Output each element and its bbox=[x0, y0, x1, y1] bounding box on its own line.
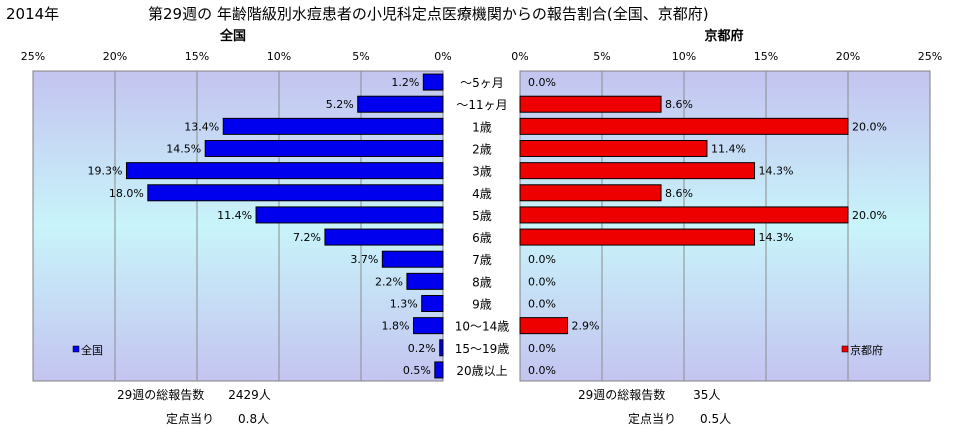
year-label: 2014年 bbox=[6, 5, 60, 23]
kyoto-bar bbox=[519, 317, 569, 335]
national-bar bbox=[147, 184, 444, 202]
kyoto-tick-label: 0% bbox=[511, 50, 528, 63]
category-label: 9歳 bbox=[472, 298, 492, 312]
national-plot-area bbox=[32, 70, 444, 382]
kyoto-data-label: 0.0% bbox=[528, 298, 556, 311]
kyoto-legend-swatch bbox=[841, 345, 849, 353]
kyoto-panel-title: 京都府 bbox=[704, 28, 743, 44]
category-label: 2歳 bbox=[472, 143, 492, 157]
category-label: 3歳 bbox=[472, 165, 492, 179]
national-bar bbox=[357, 95, 444, 113]
national-bar bbox=[434, 361, 444, 379]
category-label: 20歳以上 bbox=[456, 364, 507, 378]
national-bar bbox=[125, 162, 444, 180]
kyoto-bar bbox=[519, 228, 756, 246]
kyoto-data-label: 0.0% bbox=[528, 76, 556, 89]
national-bar bbox=[422, 73, 444, 91]
national-data-label: 0.2% bbox=[408, 342, 436, 355]
national-tick-label: 25% bbox=[21, 50, 45, 63]
kyoto-bar bbox=[519, 95, 662, 113]
national-panel-title: 全国 bbox=[219, 28, 246, 44]
kyoto-bar bbox=[519, 162, 756, 180]
kyoto-tick-label: 25% bbox=[918, 50, 942, 63]
national-bar bbox=[381, 250, 444, 268]
national-data-label: 5.2% bbox=[326, 98, 354, 111]
kyoto-bar bbox=[519, 140, 708, 157]
national-data-label: 11.4% bbox=[217, 209, 252, 222]
category-label: 1歳 bbox=[472, 120, 492, 134]
kyoto-data-label: 11.4% bbox=[711, 143, 746, 156]
kyoto-tick-label: 15% bbox=[754, 50, 778, 63]
kyoto-data-label: 0.0% bbox=[528, 253, 556, 266]
category-labels: ～5ヶ月 ～11ヶ月 1歳 2歳 3歳 4歳 5歳 6歳 7歳 8歳 9歳 10～14歳 15～19歳 2… bbox=[455, 76, 510, 378]
category-label: 10～14歳 bbox=[455, 320, 510, 334]
chart-title: 第29週の 年齢階級別水痘患者の小児科定点医療機関からの報告割合(全国、京都府) bbox=[148, 5, 709, 23]
kyoto-data-label: 8.6% bbox=[665, 98, 693, 111]
national-data-label: 1.8% bbox=[382, 320, 410, 333]
kyoto-plot-area bbox=[519, 70, 931, 382]
category-label: 7歳 bbox=[472, 253, 492, 267]
national-tick-label: 0% bbox=[434, 50, 451, 63]
national-data-label: 14.5% bbox=[166, 143, 201, 156]
national-bar bbox=[255, 206, 444, 224]
national-bar bbox=[412, 317, 444, 335]
national-total-text: 29週の総報告数 2429人 bbox=[117, 388, 271, 402]
category-label: ～11ヶ月 bbox=[456, 98, 507, 112]
kyoto-bar bbox=[519, 206, 849, 224]
kyoto-per-site-text: 定点当り 0.5人 bbox=[628, 412, 732, 426]
kyoto-data-label: 0.0% bbox=[528, 275, 556, 288]
national-data-label: 0.5% bbox=[403, 364, 431, 377]
kyoto-tick-label: 10% bbox=[672, 50, 696, 63]
category-label: 4歳 bbox=[472, 187, 492, 201]
category-label: 5歳 bbox=[472, 209, 492, 223]
national-data-label: 3.7% bbox=[350, 253, 378, 266]
national-bar bbox=[204, 140, 444, 157]
kyoto-data-label: 14.3% bbox=[759, 165, 794, 178]
category-label: 8歳 bbox=[472, 275, 492, 289]
national-bar bbox=[406, 272, 444, 290]
kyoto-tick-label: 20% bbox=[836, 50, 860, 63]
national-tick-label: 20% bbox=[103, 50, 127, 63]
national-data-label: 18.0% bbox=[109, 187, 144, 200]
national-bar bbox=[439, 339, 444, 357]
kyoto-tick-label: 5% bbox=[593, 50, 610, 63]
kyoto-panel: 0% 5% 10% 15% 20% 25% 京都府 0.0% 8.6% 20.0% 11.4% 14.… bbox=[511, 28, 942, 382]
national-data-label: 1.3% bbox=[390, 298, 418, 311]
kyoto-data-label: 0.0% bbox=[528, 342, 556, 355]
national-tick-label: 15% bbox=[185, 50, 209, 63]
kyoto-data-label: 0.0% bbox=[528, 364, 556, 377]
kyoto-data-label: 20.0% bbox=[852, 209, 887, 222]
national-tick-label: 10% bbox=[267, 50, 291, 63]
category-label: 15～19歳 bbox=[455, 342, 510, 356]
national-panel: 25% 20% 15% 10% 5% 0% 全国 1.2% 5.2% 13.4% 14.5% 19.3… bbox=[21, 28, 452, 382]
national-legend-swatch bbox=[72, 345, 80, 353]
national-tick-label: 5% bbox=[352, 50, 369, 63]
kyoto-data-label: 8.6% bbox=[665, 187, 693, 200]
national-bar bbox=[324, 228, 444, 246]
kyoto-legend-label: 京都府 bbox=[850, 343, 883, 357]
kyoto-data-label: 14.3% bbox=[759, 231, 794, 244]
kyoto-total-text: 29週の総報告数 35人 bbox=[578, 388, 721, 402]
national-data-label: 19.3% bbox=[88, 165, 123, 178]
kyoto-bar bbox=[519, 117, 849, 135]
category-label: ～5ヶ月 bbox=[460, 76, 504, 90]
national-data-label: 1.2% bbox=[391, 76, 419, 89]
kyoto-data-label: 20.0% bbox=[852, 120, 887, 133]
national-per-site-text: 定点当り 0.8人 bbox=[166, 412, 270, 426]
national-bar bbox=[421, 295, 444, 312]
kyoto-data-label: 2.9% bbox=[572, 320, 600, 333]
national-data-label: 2.2% bbox=[375, 275, 403, 288]
national-data-label: 7.2% bbox=[293, 231, 321, 244]
kyoto-bar bbox=[519, 184, 662, 202]
national-bar bbox=[222, 117, 444, 135]
category-label: 6歳 bbox=[472, 231, 492, 245]
national-legend-label: 全国 bbox=[81, 343, 103, 357]
national-data-label: 13.4% bbox=[184, 120, 219, 133]
